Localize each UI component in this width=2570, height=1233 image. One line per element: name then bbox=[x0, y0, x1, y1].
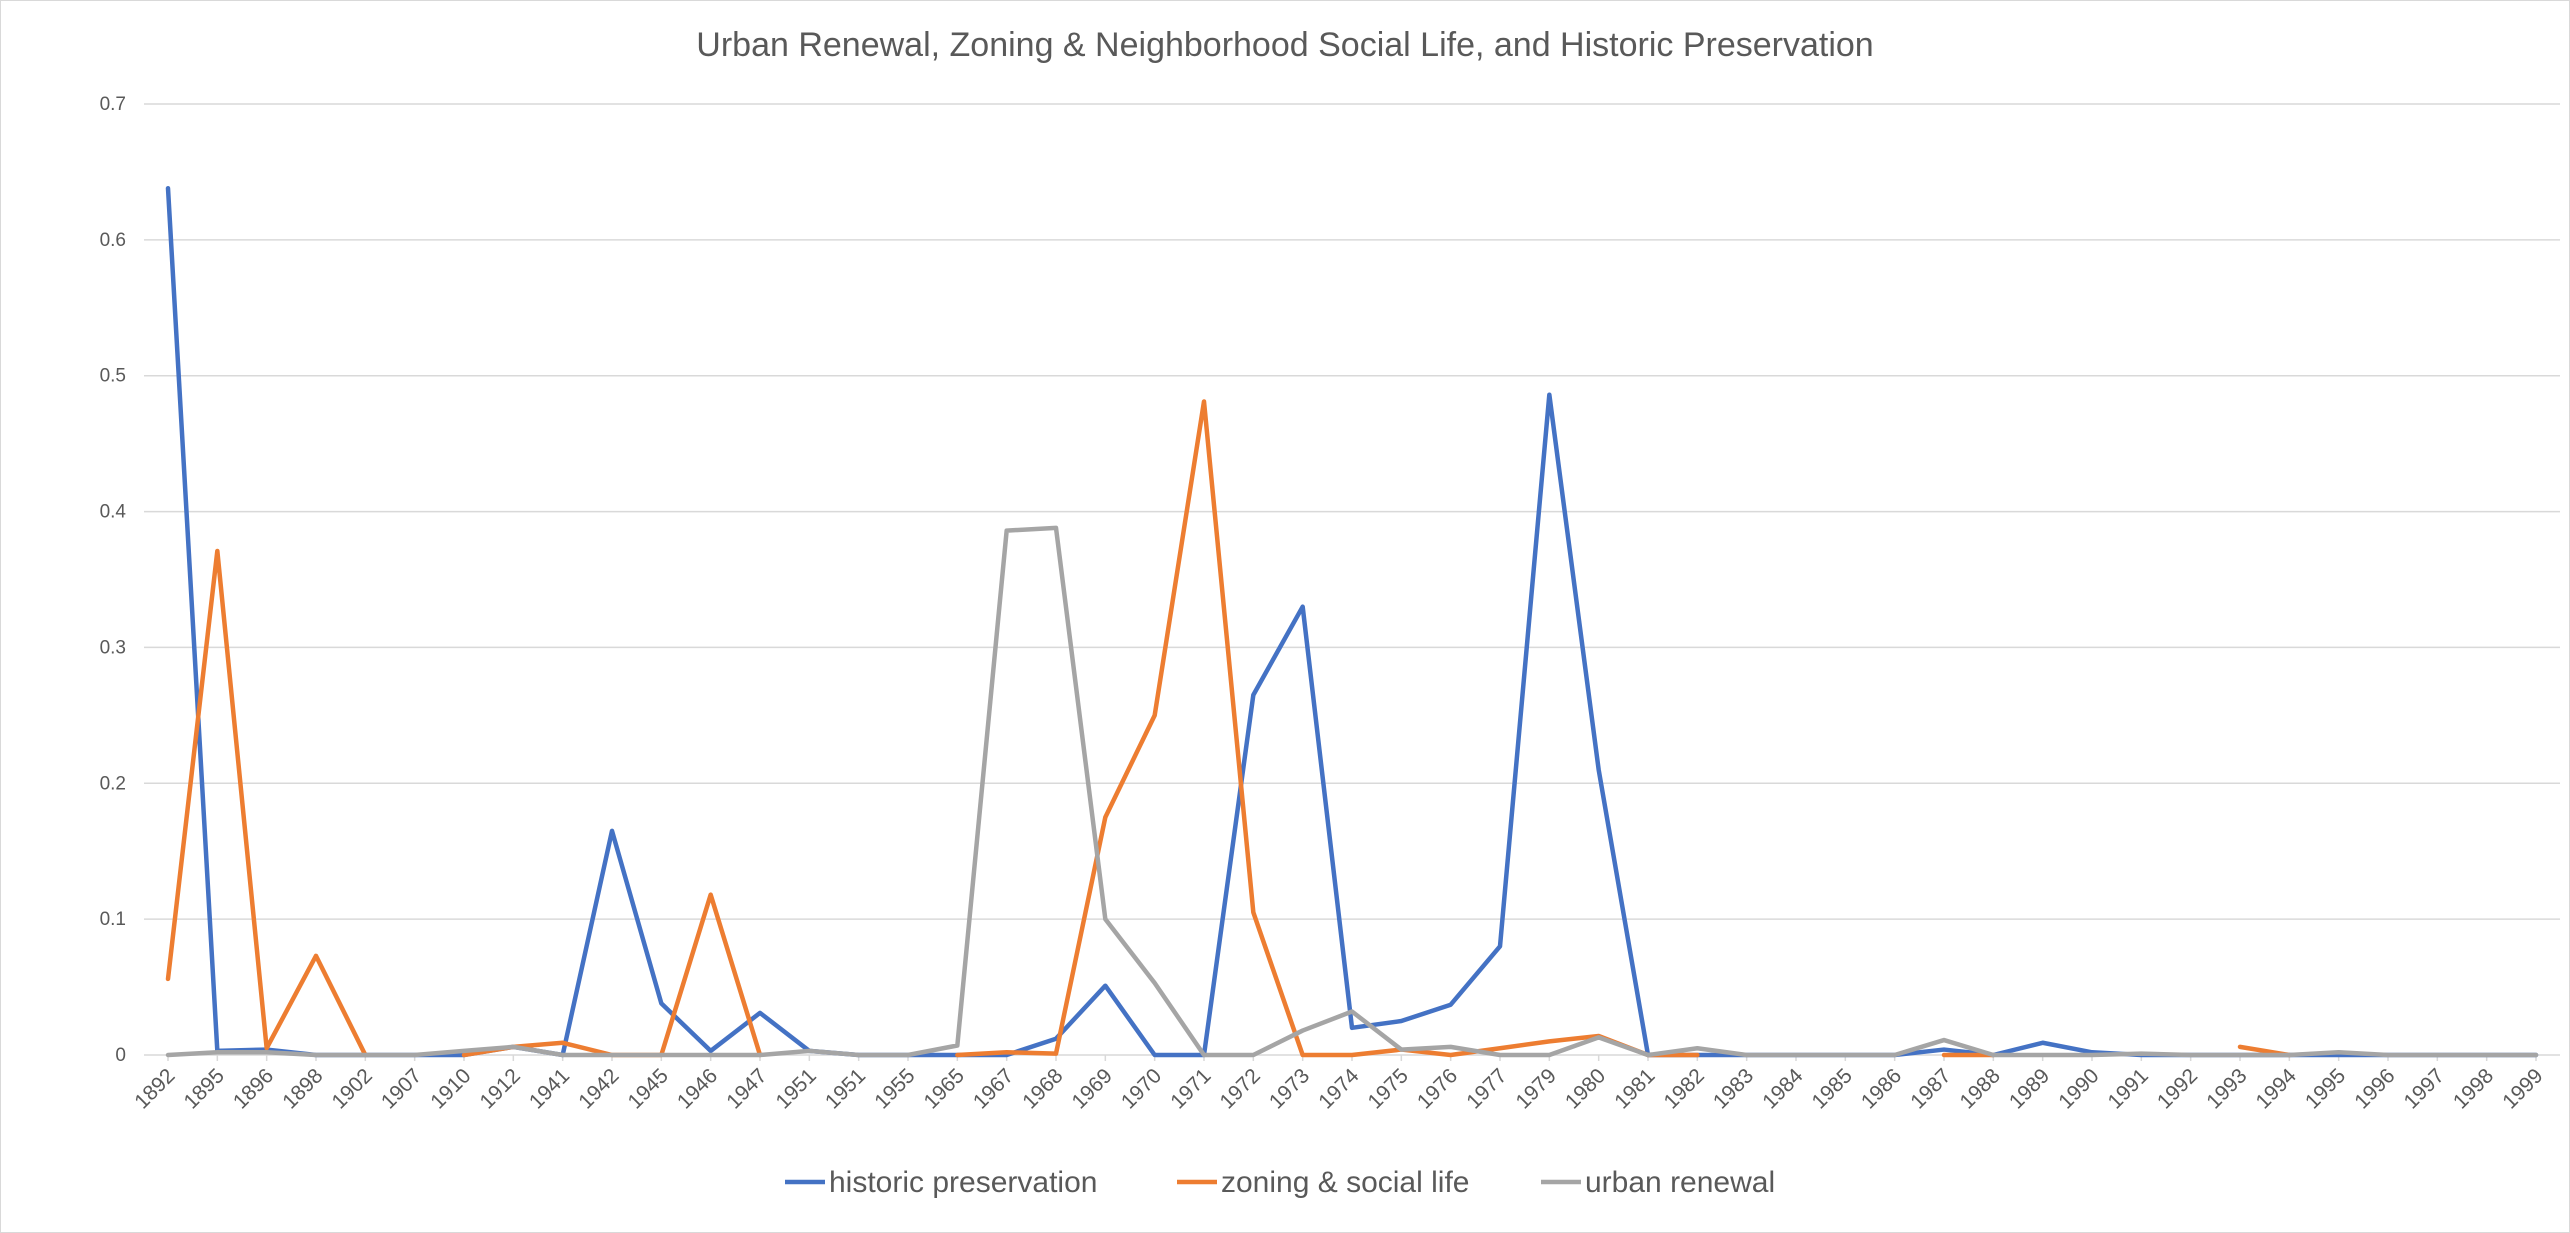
legend-label: zoning & social life bbox=[1221, 1166, 1469, 1199]
x-tick-label: 1989 bbox=[2005, 1064, 2054, 1113]
x-tick-label: 1991 bbox=[2104, 1064, 2153, 1113]
x-tick-label: 1995 bbox=[2301, 1064, 2350, 1113]
x-tick-label: 1980 bbox=[1561, 1064, 1610, 1113]
x-tick-label: 1977 bbox=[1462, 1064, 1511, 1113]
x-tick-label: 1941 bbox=[525, 1064, 574, 1113]
x-tick-label: 1986 bbox=[1857, 1064, 1906, 1113]
x-tick-label: 1946 bbox=[673, 1064, 722, 1113]
x-tick-label: 1988 bbox=[1956, 1064, 2005, 1113]
y-axis-ticks: 0 0.1 0.2 0.3 0.4 0.5 0.6 0.7 bbox=[100, 94, 127, 1066]
x-tick-label: 1895 bbox=[180, 1064, 229, 1113]
x-tick-label: 1971 bbox=[1166, 1064, 1215, 1113]
series-line-zoning-social-life bbox=[165, 399, 2292, 1058]
x-tick-label: 1996 bbox=[2350, 1064, 2399, 1113]
x-tick-label: 1985 bbox=[1808, 1064, 1857, 1113]
y-tick-label: 0.5 bbox=[100, 366, 126, 387]
x-axis-ticks: 1892 1895 1896 1898 1902 1907 1910 1912 1941 1942… bbox=[130, 1055, 2548, 1114]
series-lines bbox=[165, 185, 2539, 1058]
series-line-historic-preservation bbox=[165, 185, 2539, 1058]
x-tick-label: 1968 bbox=[1018, 1064, 1067, 1113]
x-tick-label: 1892 bbox=[130, 1064, 179, 1113]
x-tick-label: 1982 bbox=[1660, 1064, 1709, 1113]
series-line-urban-renewal bbox=[165, 525, 2539, 1058]
x-tick-label: 1907 bbox=[377, 1064, 426, 1113]
x-tick-label: 1973 bbox=[1265, 1064, 1314, 1113]
x-tick-label: 1951 bbox=[772, 1064, 821, 1113]
x-tick-label: 1896 bbox=[229, 1064, 278, 1113]
x-tick-label: 1983 bbox=[1709, 1064, 1758, 1113]
x-tick-label: 1898 bbox=[278, 1064, 327, 1113]
x-tick-label: 1998 bbox=[2449, 1064, 2498, 1113]
x-tick-label: 1981 bbox=[1610, 1064, 1659, 1113]
x-tick-label: 1999 bbox=[2498, 1064, 2547, 1113]
x-tick-label: 1955 bbox=[870, 1064, 919, 1113]
y-tick-label: 0.4 bbox=[100, 502, 127, 523]
x-tick-label: 1945 bbox=[624, 1064, 673, 1113]
y-tick-label: 0.6 bbox=[100, 230, 126, 251]
x-tick-label: 1902 bbox=[328, 1064, 377, 1113]
x-tick-label: 1974 bbox=[1314, 1064, 1364, 1114]
x-tick-label: 1994 bbox=[2252, 1064, 2302, 1114]
x-tick-label: 1947 bbox=[722, 1064, 771, 1113]
x-tick-label: 1992 bbox=[2153, 1064, 2202, 1113]
x-tick-label: 1972 bbox=[1216, 1064, 1265, 1113]
y-tick-label: 0.1 bbox=[100, 909, 126, 930]
gridlines bbox=[144, 103, 2560, 1056]
legend: historic preservation zoning & social lif… bbox=[785, 1166, 1775, 1199]
x-tick-label: 1975 bbox=[1364, 1064, 1413, 1113]
x-tick-label: 1984 bbox=[1758, 1064, 1808, 1114]
x-tick-label: 1967 bbox=[969, 1064, 1018, 1113]
y-tick-label: 0.7 bbox=[100, 94, 126, 115]
x-tick-label: 1969 bbox=[1068, 1064, 1117, 1113]
x-tick-label: 1997 bbox=[2400, 1064, 2449, 1113]
x-tick-label: 1910 bbox=[426, 1064, 475, 1113]
x-tick-label: 1979 bbox=[1512, 1064, 1561, 1113]
x-tick-label: 1951 bbox=[821, 1064, 870, 1113]
x-tick-label: 1993 bbox=[2202, 1064, 2251, 1113]
legend-label: historic preservation bbox=[829, 1166, 1097, 1199]
x-tick-label: 1912 bbox=[476, 1064, 525, 1113]
x-tick-label: 1965 bbox=[920, 1064, 969, 1113]
y-tick-label: 0.2 bbox=[100, 773, 126, 794]
x-tick-label: 1987 bbox=[1906, 1064, 1955, 1113]
chart-title: Urban Renewal, Zoning & Neighborhood Soc… bbox=[696, 26, 1873, 64]
x-tick-label: 1976 bbox=[1413, 1064, 1462, 1113]
x-tick-label: 1942 bbox=[574, 1064, 623, 1113]
x-tick-label: 1990 bbox=[2054, 1064, 2103, 1113]
legend-label: urban renewal bbox=[1585, 1166, 1775, 1199]
x-tick-label: 1970 bbox=[1117, 1064, 1166, 1113]
y-tick-label: 0 bbox=[115, 1045, 126, 1066]
y-tick-label: 0.3 bbox=[100, 637, 126, 658]
